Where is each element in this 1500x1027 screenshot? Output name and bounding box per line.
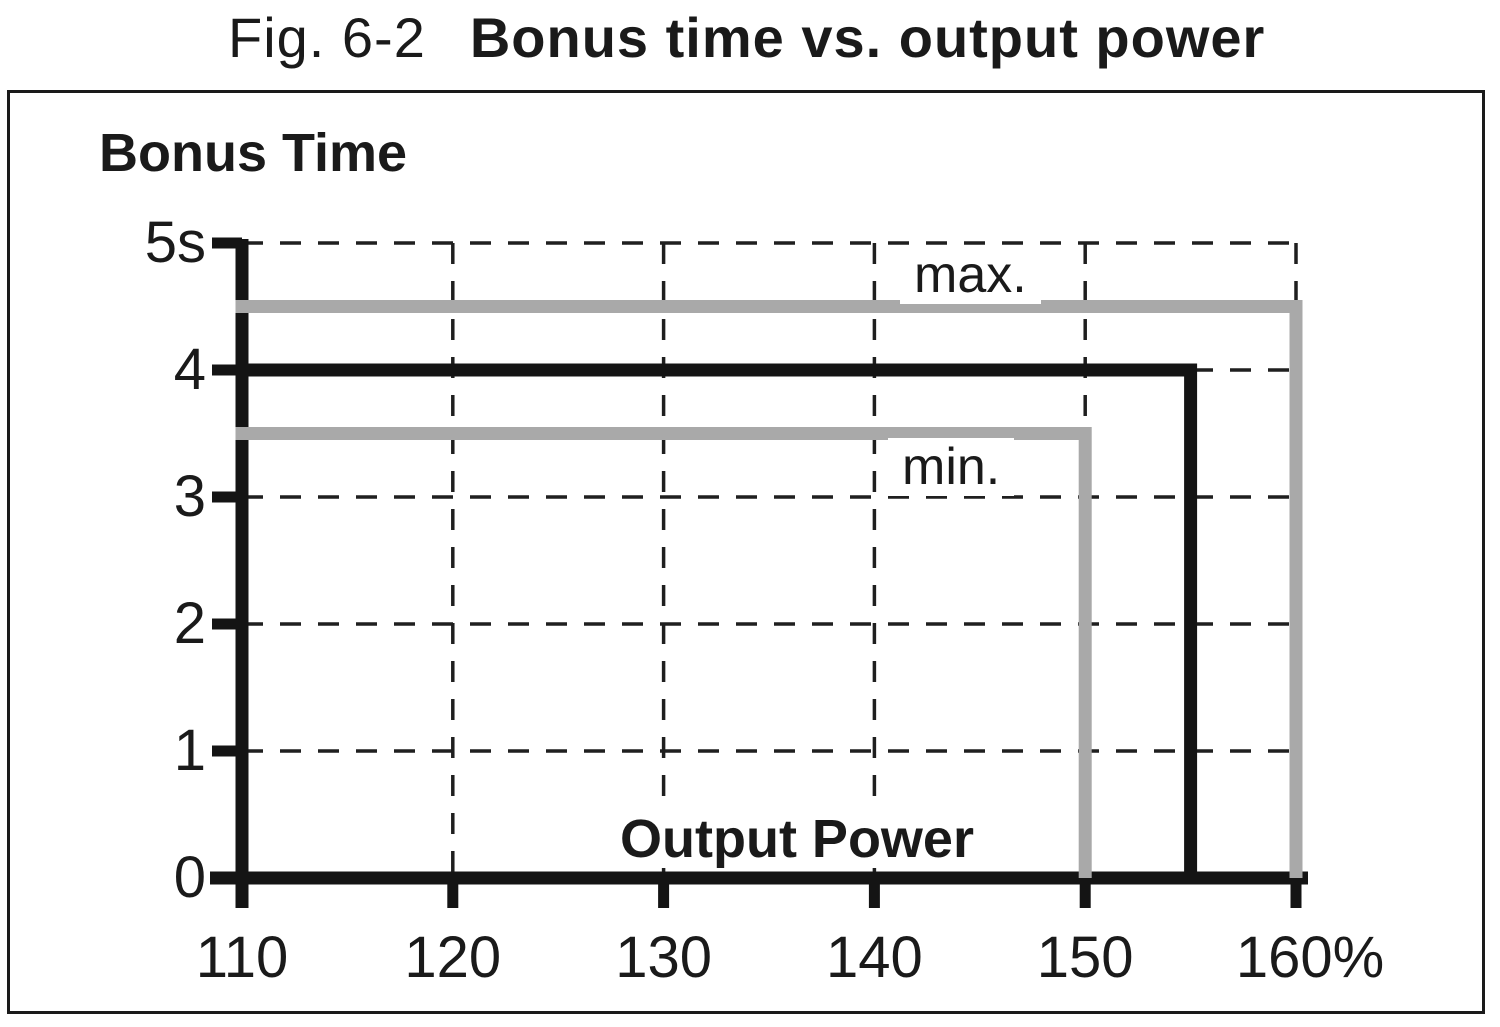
y-tick-label-3: 3 <box>173 464 206 529</box>
x-tick-label-120: 120 <box>404 925 502 990</box>
y-tick-label-5: 5s <box>144 210 206 275</box>
y-tick-label-4: 4 <box>173 337 206 402</box>
series-line-max <box>235 300 1303 878</box>
x-axis-title: Output Power <box>610 810 984 868</box>
series-line-nominal <box>235 363 1198 878</box>
x-tick-label-130: 130 <box>615 925 712 990</box>
figure-title-text: Bonus time vs. output power <box>469 6 1266 69</box>
y-tick-label-0: 0 <box>173 845 206 910</box>
x-tick-label-110: 110 <box>195 925 289 990</box>
y-tick-label-2: 2 <box>173 591 206 656</box>
max-series-label: max. <box>900 246 1041 304</box>
figure-number: Fig. 6-2 <box>228 6 426 69</box>
figure-title: Fig. 6-2 Bonus time vs. output power <box>228 6 1265 70</box>
x-tick-label-150: 150 <box>1036 925 1134 990</box>
x-tick-label-160: 160% <box>1235 925 1385 990</box>
min-series-label: min. <box>888 438 1015 496</box>
y-axis-title: Bonus Time <box>93 124 414 182</box>
y-tick-label-1: 1 <box>173 718 206 783</box>
x-tick-label-140: 140 <box>826 925 923 990</box>
series-line-min <box>235 427 1092 878</box>
